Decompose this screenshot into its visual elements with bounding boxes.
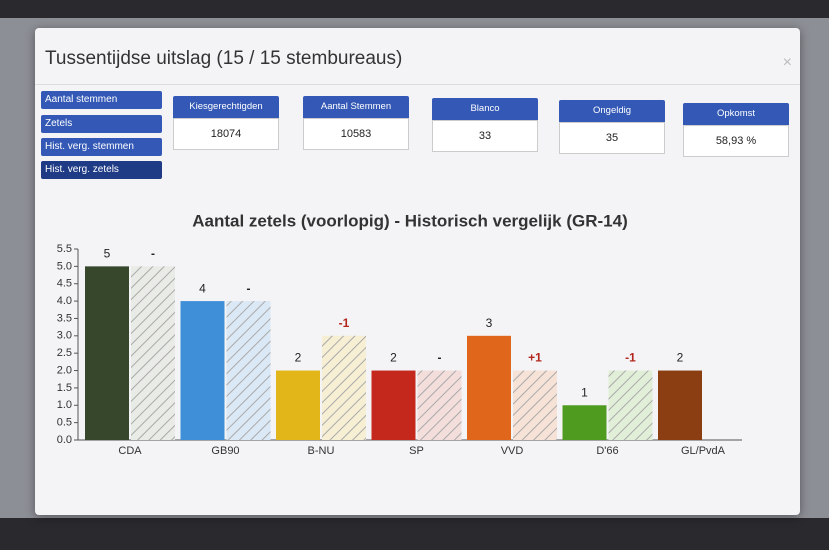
stat-card: Opkomst 58,93 %	[683, 103, 789, 157]
chart-title: Aantal zetels (voorlopig) - Historisch v…	[192, 211, 627, 230]
close-button[interactable]: ×	[782, 54, 792, 71]
value-label: 4	[199, 281, 206, 295]
value-label: 2	[390, 351, 397, 365]
value-label: +1	[528, 351, 542, 365]
bar-previous	[608, 370, 653, 440]
stat-card: Aantal Stemmen 10583	[303, 96, 409, 150]
bar-previous	[226, 301, 271, 440]
stat-label: Ongeldig	[559, 100, 665, 122]
value-label: -	[438, 351, 442, 365]
stat-label: Blanco	[432, 98, 538, 120]
stat-card: Kiesgerechtigden 18074	[173, 96, 279, 150]
value-label: 2	[677, 351, 684, 365]
x-tick-label: VVD	[501, 445, 524, 457]
y-tick-label: 2.5	[57, 347, 72, 359]
value-label: -1	[339, 316, 350, 330]
bar-current	[371, 370, 416, 440]
nav-button[interactable]: Hist. verg. zetels	[41, 161, 162, 179]
bar-current	[658, 370, 702, 440]
stat-value: 58,93 %	[683, 125, 789, 157]
y-tick-label: 1.0	[57, 399, 72, 411]
y-tick-label: 4.5	[57, 278, 72, 290]
bar-current	[276, 370, 320, 440]
y-tick-label: 4.0	[57, 295, 72, 307]
nav-button[interactable]: Hist. verg. stemmen	[41, 138, 162, 156]
value-label: -1	[625, 351, 636, 365]
modal-title: Tussentijdse uitslag (15 / 15 stembureau…	[45, 48, 403, 69]
stat-label: Kiesgerechtigden	[173, 96, 279, 118]
value-label: 1	[581, 385, 588, 399]
stat-card: Blanco 33	[432, 98, 538, 152]
value-label: 3	[486, 316, 493, 330]
bar-current	[562, 405, 607, 440]
value-label: -	[151, 247, 155, 261]
stat-label: Aantal Stemmen	[303, 96, 409, 118]
x-tick-label: B-NU	[308, 445, 335, 457]
stat-card: Ongeldig 35	[559, 100, 665, 154]
x-tick-label: D'66	[596, 445, 618, 457]
bar-previous	[131, 266, 175, 440]
bar-current	[467, 335, 511, 440]
bar-current	[180, 301, 225, 440]
nav-button[interactable]: Aantal stemmen	[41, 91, 162, 109]
stat-value: 18074	[173, 118, 279, 150]
y-tick-label: 3.0	[57, 330, 72, 342]
y-tick-label: 1.5	[57, 382, 72, 394]
y-tick-label: 2.0	[57, 364, 72, 376]
value-label: 5	[104, 247, 111, 261]
y-tick-label: 0.5	[57, 417, 72, 429]
bar-previous	[513, 370, 557, 440]
stat-value: 33	[432, 120, 538, 152]
stat-value: 10583	[303, 118, 409, 150]
nav-button[interactable]: Zetels	[41, 115, 162, 133]
x-tick-label: CDA	[118, 445, 142, 457]
y-tick-label: 5.5	[57, 243, 72, 255]
x-tick-label: GB90	[211, 445, 239, 457]
x-tick-label: SP	[409, 445, 424, 457]
value-label: -	[247, 281, 251, 295]
bar-current	[85, 266, 129, 440]
stat-label: Opkomst	[683, 103, 789, 125]
bar-previous	[417, 370, 462, 440]
y-tick-label: 0.0	[57, 434, 72, 446]
stat-value: 35	[559, 122, 665, 154]
value-label: 2	[295, 351, 302, 365]
bar-previous	[322, 335, 366, 440]
divider	[35, 84, 800, 85]
y-tick-label: 5.0	[57, 260, 72, 272]
x-tick-label: GL/PvdA	[681, 445, 726, 457]
y-tick-label: 3.5	[57, 312, 72, 324]
